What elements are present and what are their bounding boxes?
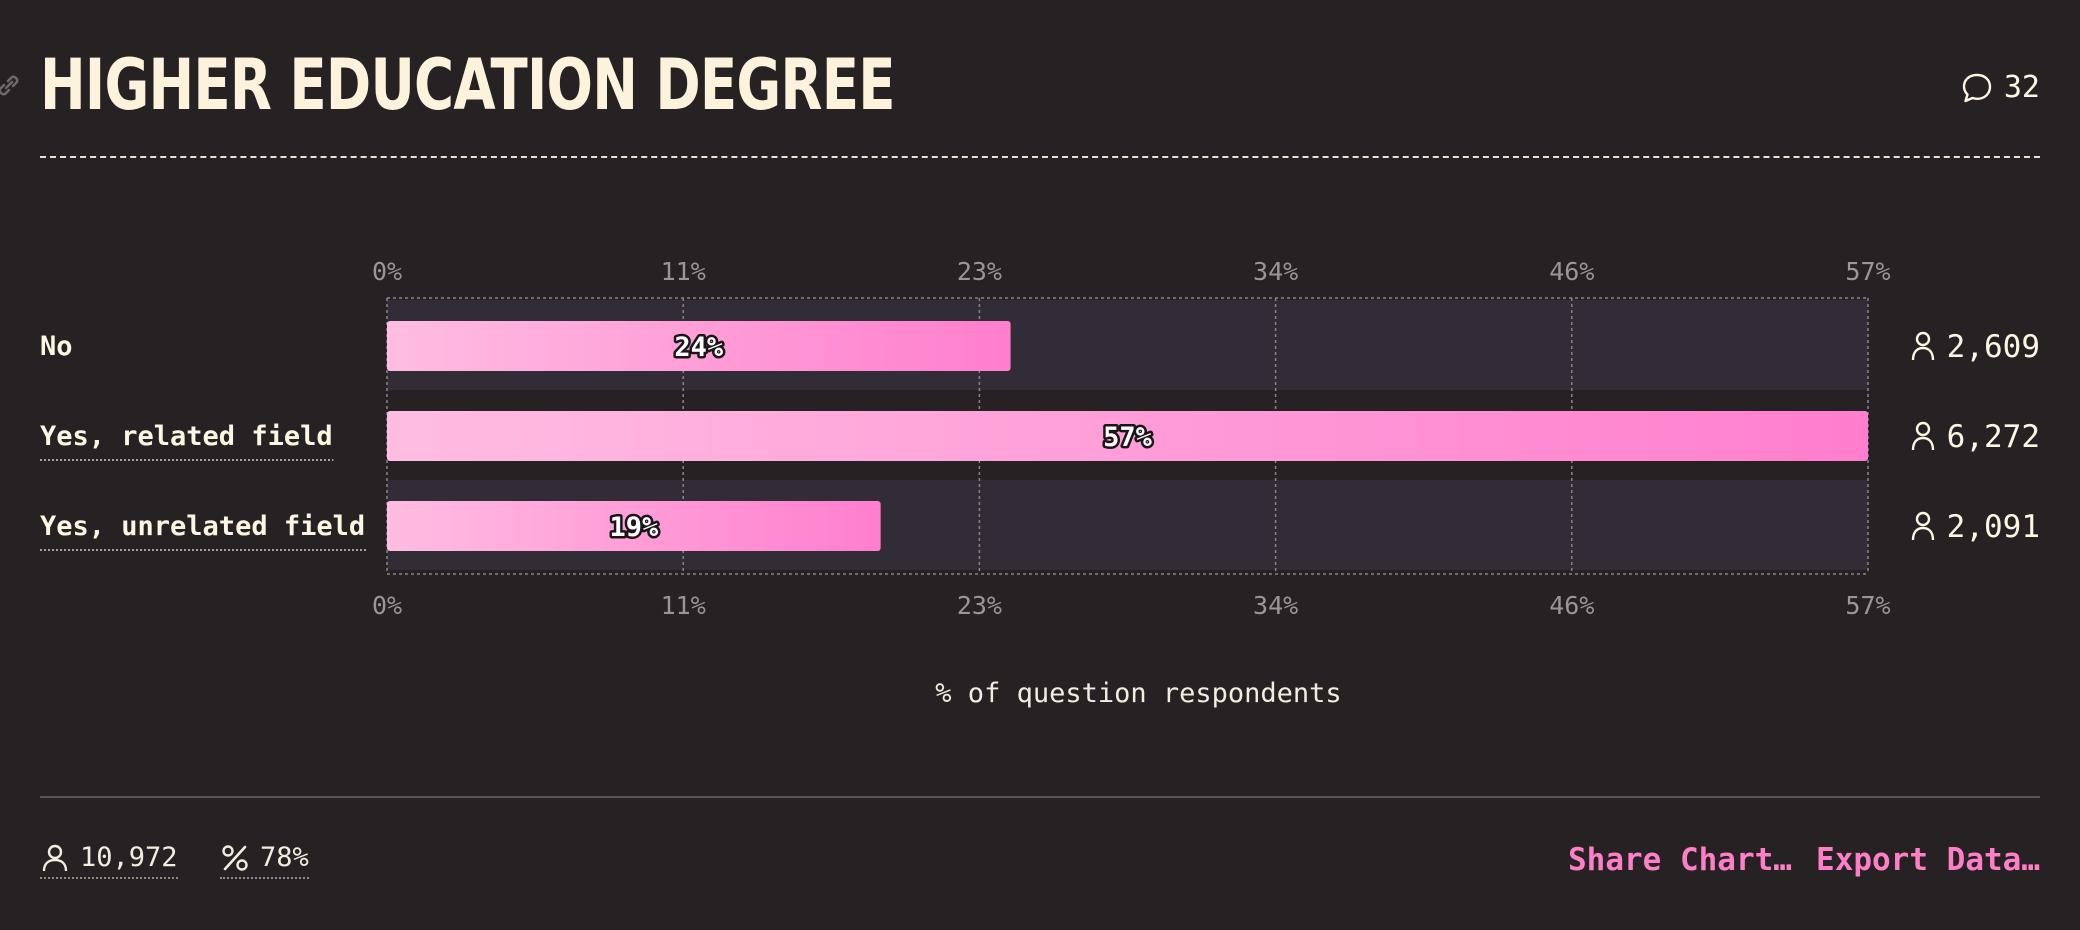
x-tick-label-top: 11%: [661, 257, 706, 286]
response-rate-value: 78%: [260, 842, 309, 873]
x-tick-label-top: 23%: [957, 257, 1002, 286]
person-icon-body: [1911, 346, 1935, 361]
x-tick-label-top: 46%: [1549, 257, 1594, 286]
percent-icon: [222, 844, 248, 871]
person-icon-head: [1915, 421, 1931, 437]
respondent-count: 6,272: [1947, 419, 2040, 455]
comments-button[interactable]: 32: [1960, 70, 2040, 105]
bar-value-label: 57%: [1103, 422, 1153, 453]
export-data-link[interactable]: Export Data…: [1816, 842, 2040, 878]
total-respondents-stat[interactable]: 10,972: [40, 842, 178, 879]
respondent-count: 2,609: [1947, 329, 2040, 365]
person-icon-head: [1915, 331, 1931, 347]
x-tick-label-top: 0%: [372, 257, 402, 286]
bar[interactable]: [387, 501, 881, 551]
person-icon: [1911, 511, 1935, 541]
bar[interactable]: [387, 321, 1011, 371]
person-icon: [1911, 331, 1935, 361]
person-icon-body: [1911, 526, 1935, 541]
x-tick-label-bottom: 57%: [1845, 591, 1890, 620]
person-icon: [42, 844, 68, 871]
bar[interactable]: [387, 411, 1868, 461]
comment-count: 32: [2003, 70, 2040, 105]
x-tick-label-bottom: 11%: [661, 591, 706, 620]
bar-value-label: 19%: [609, 512, 659, 543]
x-tick-label-top: 57%: [1845, 257, 1890, 286]
category-label[interactable]: Yes, related field: [40, 421, 333, 452]
category-label[interactable]: Yes, unrelated field: [40, 511, 365, 542]
total-respondents-value: 10,972: [80, 842, 178, 873]
respondent-count: 2,091: [1947, 509, 2040, 545]
x-axis-title: % of question respondents: [935, 678, 1342, 709]
share-chart-link[interactable]: Share Chart…: [1568, 842, 1792, 878]
bar-value-label: 24%: [674, 332, 724, 363]
speech-bubble-icon: [1962, 73, 1992, 102]
x-tick-label-bottom: 46%: [1549, 591, 1594, 620]
x-tick-label-bottom: 23%: [957, 591, 1002, 620]
category-label: No: [40, 331, 73, 362]
response-rate-stat[interactable]: 78%: [220, 842, 309, 879]
person-icon-head: [1915, 511, 1931, 527]
link-icon[interactable]: [0, 72, 22, 100]
x-tick-label-top: 34%: [1253, 257, 1298, 286]
page-title: HIGHER EDUCATION DEGREE: [40, 44, 896, 126]
header-divider: [40, 156, 2040, 158]
x-tick-label-bottom: 34%: [1253, 591, 1298, 620]
x-tick-label-bottom: 0%: [372, 591, 402, 620]
footer-divider: [40, 796, 2040, 798]
person-icon-body: [1911, 436, 1935, 451]
person-icon: [1911, 421, 1935, 451]
